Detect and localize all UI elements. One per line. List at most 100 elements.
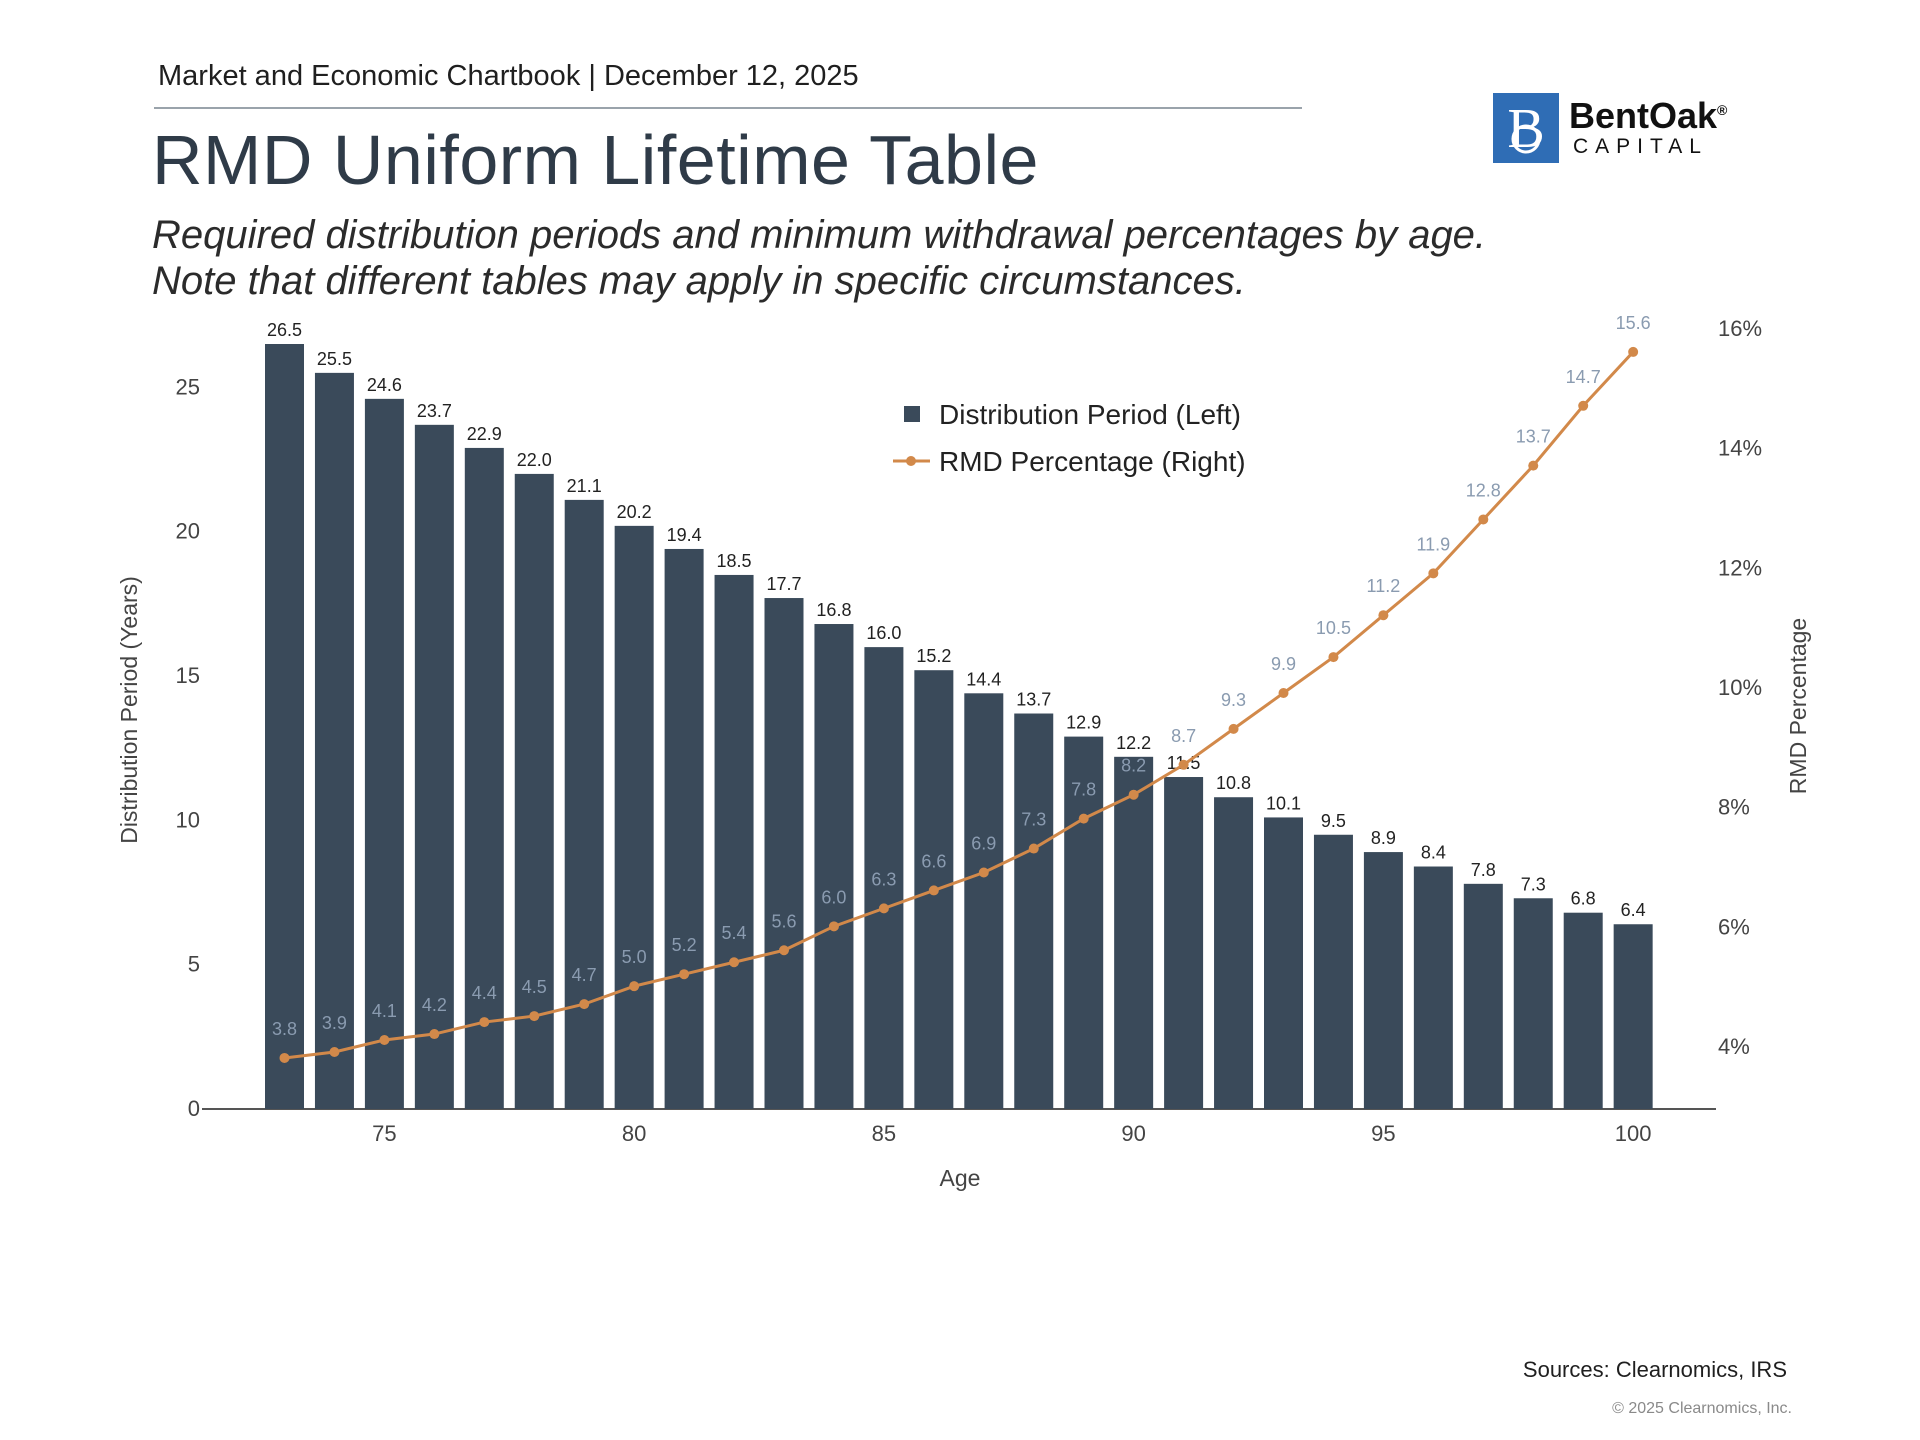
- x-tick-label: 100: [1615, 1121, 1652, 1146]
- bar-value-label: 19.4: [667, 525, 702, 545]
- bar: [864, 647, 904, 1109]
- bar: [1114, 756, 1154, 1109]
- rmd-value-label: 6.3: [871, 869, 896, 889]
- bar: [1313, 834, 1353, 1109]
- bar: [1164, 777, 1204, 1109]
- page-title: RMD Uniform Lifetime Table: [152, 121, 1039, 199]
- x-tick-label: 75: [372, 1121, 396, 1146]
- logo-name-text: BentOak: [1569, 95, 1718, 136]
- y2-tick-label: 6%: [1718, 914, 1750, 939]
- bar: [664, 548, 704, 1109]
- x-tick-label: 95: [1371, 1121, 1395, 1146]
- bar: [1463, 883, 1503, 1109]
- bar-value-label: 26.5: [267, 320, 302, 340]
- x-tick-label: 80: [622, 1121, 646, 1146]
- bar-value-label: 14.4: [966, 669, 1001, 689]
- rmd-point: [1528, 460, 1539, 471]
- rmd-value-label: 4.5: [522, 977, 547, 997]
- rmd-point: [679, 969, 690, 980]
- bar-value-label: 12.2: [1116, 733, 1151, 753]
- rmd-value-label: 3.9: [322, 1013, 347, 1033]
- y-axis-title: Distribution Period (Years): [116, 576, 142, 844]
- bar: [764, 598, 804, 1109]
- logo-mark-letter: B: [1507, 98, 1544, 160]
- bar-value-label: 6.8: [1571, 889, 1596, 909]
- bar-value-label: 24.6: [367, 375, 402, 395]
- logo-mark-icon: B: [1493, 93, 1559, 163]
- bar: [1264, 817, 1303, 1109]
- bar-value-label: 22.0: [517, 450, 552, 470]
- bar: [1563, 912, 1603, 1109]
- rmd-point: [379, 1035, 390, 1046]
- logo-name: BentOak®: [1569, 95, 1727, 137]
- bar-value-label: 18.5: [717, 551, 752, 571]
- rmd-value-label: 8.2: [1121, 756, 1146, 776]
- rmd-value-label: 6.6: [921, 851, 946, 871]
- page-subtitle: Required distribution periods and minimu…: [152, 212, 1486, 304]
- bar-value-label: 17.7: [766, 574, 801, 594]
- rmd-value-label: 7.3: [1021, 810, 1046, 830]
- rmd-value-label: 7.8: [1071, 780, 1096, 800]
- bar: [265, 344, 304, 1109]
- bar-value-label: 21.1: [567, 476, 602, 496]
- bar: [564, 499, 604, 1109]
- rmd-point: [429, 1029, 440, 1040]
- rmd-point: [828, 921, 839, 932]
- rmd-point: [1578, 400, 1589, 411]
- rmd-value-label: 4.7: [572, 965, 597, 985]
- rmd-value-label: 12.8: [1466, 480, 1501, 500]
- bar-value-label: 20.2: [617, 502, 652, 522]
- rmd-value-label: 5.0: [622, 947, 647, 967]
- logo-subtitle: CAPITAL: [1573, 135, 1708, 158]
- rmd-point: [329, 1046, 340, 1057]
- y-tick-label: 25: [176, 374, 200, 399]
- rmd-point: [479, 1017, 490, 1028]
- rmd-point: [1128, 789, 1139, 800]
- rmd-point: [629, 981, 640, 992]
- bar-value-label: 16.0: [866, 623, 901, 643]
- bar-value-label: 8.4: [1421, 843, 1446, 863]
- bar-value-label: 7.8: [1471, 860, 1496, 880]
- rmd-point: [878, 903, 889, 914]
- y-tick-label: 10: [176, 807, 200, 832]
- bar: [1014, 713, 1054, 1109]
- rmd-value-label: 9.3: [1221, 690, 1246, 710]
- bar: [614, 525, 654, 1109]
- rmd-value-label: 5.4: [722, 923, 747, 943]
- legend-line-label: RMD Percentage (Right): [939, 446, 1246, 477]
- bar: [364, 398, 404, 1109]
- x-axis-title: Age: [940, 1165, 981, 1191]
- legend-bar-swatch: [904, 406, 920, 422]
- rmd-value-label: 15.6: [1616, 313, 1651, 333]
- bar: [714, 574, 754, 1109]
- rmd-value-label: 5.2: [672, 935, 697, 955]
- bar-value-label: 12.9: [1066, 713, 1101, 733]
- rmd-point: [729, 957, 740, 968]
- bar-value-label: 7.3: [1521, 874, 1546, 894]
- rmd-value-label: 14.7: [1566, 367, 1601, 387]
- rmd-value-label: 9.9: [1271, 654, 1296, 674]
- bar: [314, 372, 354, 1109]
- y-tick-label: 5: [188, 952, 200, 977]
- bar-value-label: 8.9: [1371, 828, 1396, 848]
- rmd-value-label: 11.2: [1367, 576, 1401, 596]
- rmd-point: [579, 999, 590, 1010]
- rmd-value-label: 4.4: [472, 983, 497, 1003]
- bar-value-label: 10.1: [1266, 793, 1301, 813]
- rmd-value-label: 13.7: [1516, 427, 1551, 447]
- x-tick-label: 90: [1121, 1121, 1145, 1146]
- header-divider: [154, 107, 1302, 109]
- y-tick-label: 15: [176, 663, 200, 688]
- bar: [964, 693, 1004, 1109]
- rmd-value-label: 5.6: [771, 911, 796, 931]
- rmd-point: [779, 945, 789, 956]
- rmd-value-label: 11.9: [1416, 534, 1450, 554]
- rmd-point: [1328, 652, 1339, 663]
- bar: [464, 447, 504, 1109]
- bar-value-label: 22.9: [467, 424, 502, 444]
- rmd-point: [928, 885, 939, 896]
- bar-value-label: 10.8: [1216, 773, 1251, 793]
- rmd-value-label: 6.0: [821, 887, 846, 907]
- rmd-point: [279, 1052, 290, 1063]
- rmd-point: [1278, 687, 1289, 698]
